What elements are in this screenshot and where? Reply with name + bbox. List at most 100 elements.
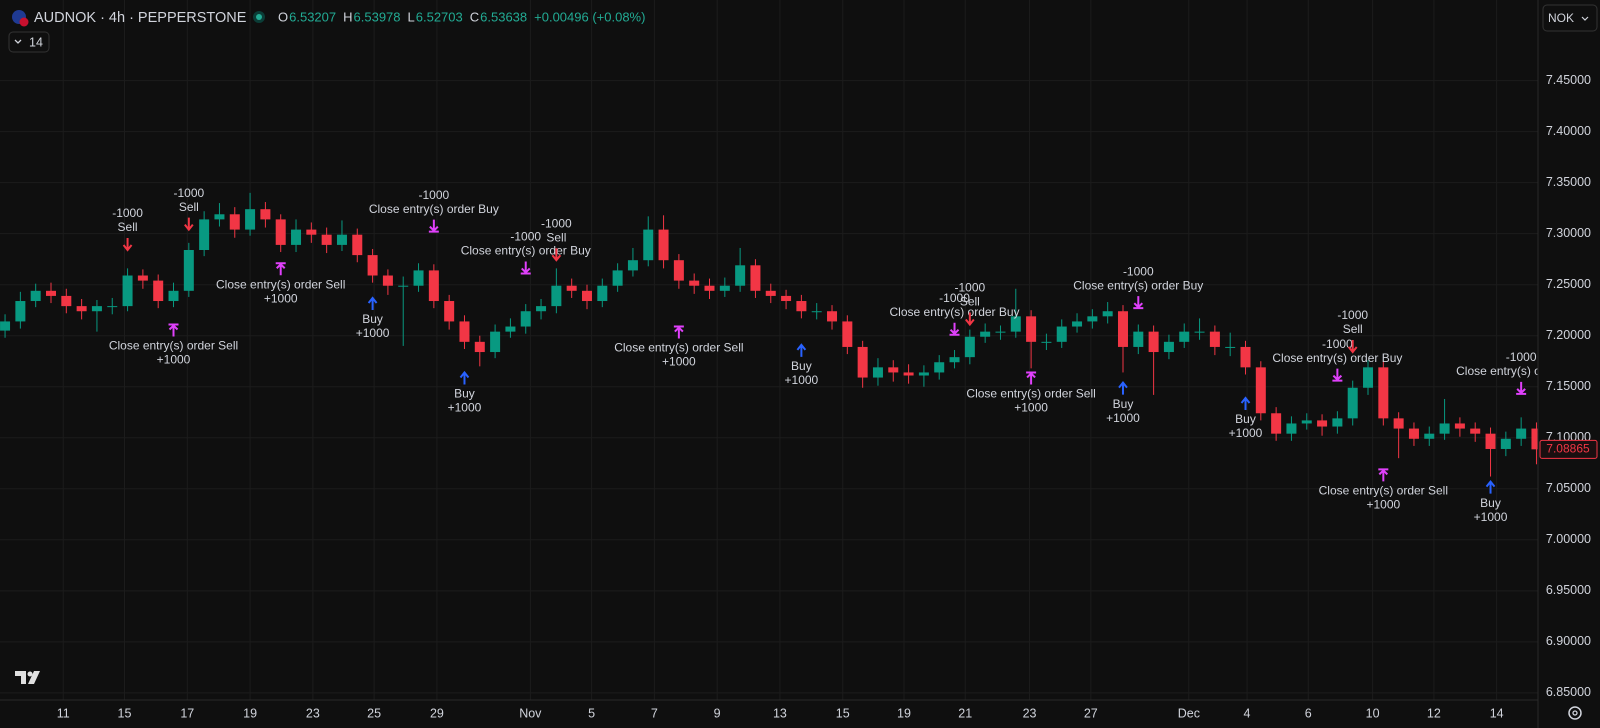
candle-body bbox=[1087, 316, 1098, 322]
trade-label: Sell bbox=[118, 220, 138, 234]
currency-select[interactable] bbox=[1542, 4, 1598, 32]
candle-body bbox=[612, 270, 623, 286]
trade-label: Close entry(s) order Buy bbox=[461, 244, 591, 258]
trade-label: Buy bbox=[454, 387, 475, 401]
trade-marker bbox=[428, 219, 439, 233]
y-tick-label: 6.95000 bbox=[1546, 583, 1591, 597]
candle-body bbox=[1194, 331, 1205, 333]
candle-body bbox=[1072, 321, 1083, 327]
candle-body bbox=[1271, 413, 1282, 434]
trade-label: +1000 bbox=[356, 326, 390, 340]
grid bbox=[0, 0, 1538, 700]
header: AUDNOK · 4h · PEPPERSTONE O 6.53207 H 6.539… bbox=[8, 4, 1598, 53]
candle-body bbox=[1225, 346, 1236, 348]
x-tick-label: 19 bbox=[243, 706, 257, 720]
trade-label: +1000 bbox=[1014, 401, 1048, 415]
tv-logo bbox=[15, 671, 40, 684]
trade-marker bbox=[1485, 480, 1496, 494]
candle-body bbox=[750, 265, 761, 291]
candle-body bbox=[918, 372, 929, 376]
x-tick-label: 15 bbox=[836, 706, 850, 720]
ohlc-key: C bbox=[470, 9, 479, 24]
candle-body bbox=[428, 270, 439, 302]
trade-label: Sell bbox=[960, 295, 980, 309]
trade-marker bbox=[1133, 296, 1144, 310]
trade-label: Close entry(s) order Sell bbox=[216, 277, 345, 291]
candle-body bbox=[658, 229, 669, 261]
y-tick-label: 7.20000 bbox=[1546, 328, 1591, 342]
candle-body bbox=[183, 250, 194, 291]
trade-marker bbox=[1516, 381, 1527, 395]
trade-label: -1000 bbox=[112, 206, 143, 220]
candle-body bbox=[0, 321, 11, 331]
x-tick-label: 10 bbox=[1366, 706, 1380, 720]
candle-body bbox=[673, 260, 684, 281]
candle-body bbox=[581, 290, 592, 302]
trade-label: -1000 bbox=[1506, 350, 1537, 364]
candle-body bbox=[275, 219, 286, 245]
candle-body bbox=[30, 290, 41, 302]
x-tick-label: 23 bbox=[1023, 706, 1037, 720]
x-tick-label: 14 bbox=[1490, 706, 1504, 720]
last-price-box bbox=[1539, 439, 1598, 459]
candle-body bbox=[949, 357, 960, 363]
trade-label: -1000 bbox=[954, 281, 985, 295]
candle-body bbox=[719, 285, 730, 291]
candle-body bbox=[1010, 316, 1021, 332]
trade-marker bbox=[1332, 368, 1343, 382]
ohlc-value: 6.53978 bbox=[354, 9, 401, 24]
candle-body bbox=[1347, 387, 1358, 419]
candle-body bbox=[245, 209, 256, 230]
candle-body bbox=[1117, 311, 1128, 347]
trade-label: Close entry(s) order Buy bbox=[1272, 351, 1402, 365]
y-tick-label: 7.05000 bbox=[1546, 481, 1591, 495]
trade-label: +1000 bbox=[1106, 411, 1140, 425]
x-tick-label: Nov bbox=[519, 706, 542, 720]
logo-part bbox=[28, 671, 40, 684]
trade-label: +1000 bbox=[662, 355, 696, 369]
candle-body bbox=[520, 311, 531, 327]
trade-marker bbox=[796, 343, 807, 357]
candle-body bbox=[1485, 433, 1496, 449]
candle-body bbox=[1500, 438, 1511, 449]
candle-body bbox=[306, 229, 317, 235]
indicator-toggle[interactable] bbox=[8, 31, 50, 53]
candle-body bbox=[872, 367, 883, 378]
trade-marker bbox=[122, 238, 133, 252]
settings-icon[interactable] bbox=[1568, 706, 1582, 720]
candle-body bbox=[536, 306, 547, 312]
candle-body bbox=[643, 229, 654, 261]
trade-label: Close entry(s) order Buy bbox=[890, 305, 1020, 319]
candle-body bbox=[367, 255, 378, 276]
candle-body bbox=[1301, 420, 1312, 424]
candle-body bbox=[260, 209, 271, 220]
status-dot bbox=[256, 14, 262, 20]
candle-body bbox=[1332, 418, 1343, 427]
candle-body bbox=[1026, 316, 1037, 342]
trade-label: -1000 bbox=[541, 216, 572, 230]
trade-label: Close entry(s) order Sell bbox=[966, 387, 1095, 401]
y-tick-label: 7.25000 bbox=[1546, 277, 1591, 291]
candle-body bbox=[597, 285, 608, 302]
candle-body bbox=[1378, 367, 1389, 419]
logo-part bbox=[27, 671, 33, 677]
candle-body bbox=[137, 275, 148, 281]
candle-body bbox=[15, 301, 26, 322]
candle-body bbox=[459, 321, 470, 342]
ohlc: O 6.53207 H 6.53978 L 6.52703 C 6.53638 bbox=[278, 9, 527, 24]
trade-label: -1000 bbox=[1337, 308, 1368, 322]
candle-body bbox=[1056, 326, 1067, 342]
candle-body bbox=[291, 229, 302, 245]
trade-marker bbox=[520, 261, 531, 275]
candle-body bbox=[1531, 428, 1538, 450]
candle-body bbox=[1240, 346, 1251, 368]
candle-body bbox=[76, 306, 87, 312]
candle-body bbox=[153, 280, 164, 302]
trade-marker bbox=[1026, 371, 1037, 385]
candle-body bbox=[857, 346, 868, 378]
gear[interactable] bbox=[1568, 706, 1582, 720]
candle-body bbox=[1454, 423, 1465, 429]
x-tick-label: 11 bbox=[57, 706, 70, 720]
trade-label: Buy bbox=[1235, 412, 1256, 426]
